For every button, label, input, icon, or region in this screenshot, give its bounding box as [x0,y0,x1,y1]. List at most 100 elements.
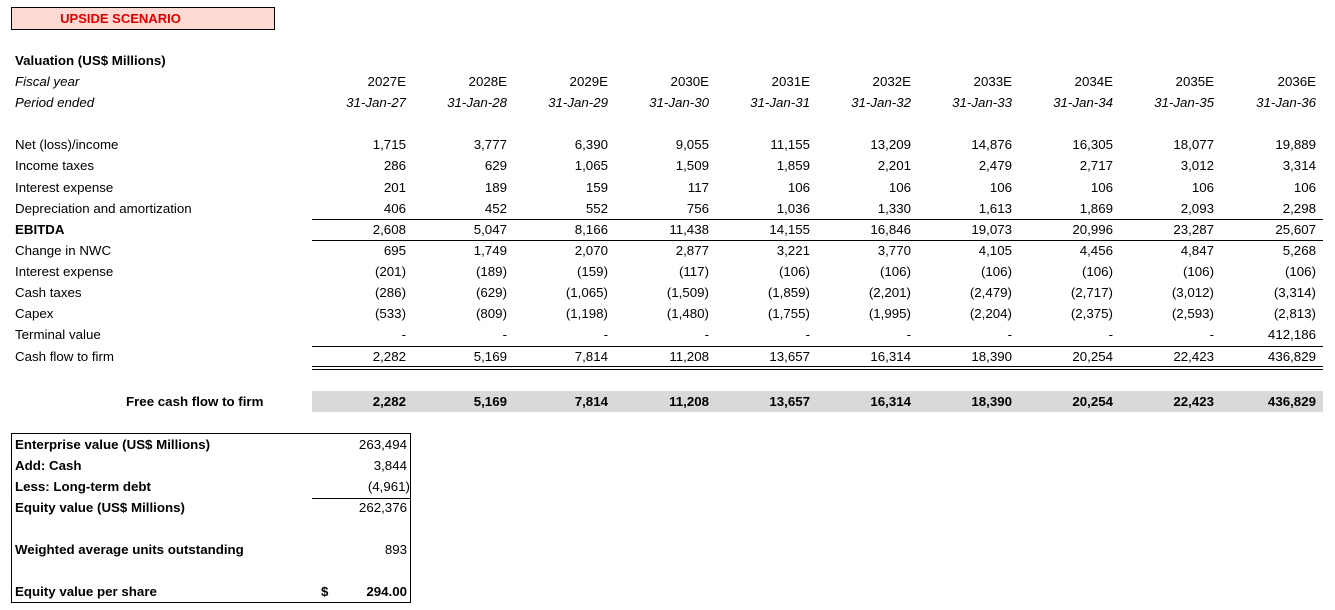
cash-taxes-row-cell: (3,314) [1273,285,1316,300]
change-nwc-row-cell: 3,770 [877,243,911,258]
ev-label: Enterprise value (US$ Millions) [15,437,211,452]
net-income-row-cell: 9,055 [675,137,709,152]
debt-label: Less: Long-term debt [15,479,151,494]
per-share-label: Equity value per share [15,584,157,599]
income-taxes-row-cell: 3,314 [1282,158,1316,173]
capex-row-cell: (2,593) [1171,306,1214,321]
change-nwc-row-cell: 2,877 [675,243,709,258]
net-income-row-cell: 19,889 [1275,137,1316,152]
capex-row-cell: (1,198) [565,306,608,321]
terminal-value-row-label: Terminal value [15,327,101,342]
debt-row: Less: Long-term debt (4,961) [12,479,412,499]
net-income-row-cell: 13,209 [870,137,911,152]
period-ended-row-cell: 31-Jan-28 [447,95,507,110]
fcf-highlight-band [312,391,1323,412]
period-ended-row-label: Period ended [15,95,95,110]
da-row-cell: 1,330 [877,201,911,216]
cash-flow-row-label: Cash flow to firm [15,349,115,364]
income-taxes-row-cell: 2,201 [877,158,911,173]
interest-expense-deduction-row: Interest expense (201) (189) (159) (117) (106… [0,262,1335,283]
ev-value: 263,494 [358,437,407,452]
fcf-cell: 18,390 [971,394,1012,409]
terminal-value-row-cell: - [1108,327,1113,342]
fcf-cell: 7,814 [574,394,608,409]
cash-taxes-row: Cash taxes (286) (629) (1,065) (1,509) (1,859… [0,283,1335,304]
period-ended-row-cell: 31-Jan-34 [1053,95,1113,110]
da-row: Depreciation and amortization 406 452 552 75… [0,199,1335,220]
cash-flow-row-cell: 20,254 [1072,349,1113,364]
equity-label: Equity value (US$ Millions) [15,500,185,515]
fiscal-year-row-cell: 2027E [367,74,406,89]
change-nwc-row-cell: 4,847 [1180,243,1214,258]
income-taxes-row-cell: 629 [484,158,507,173]
ebitda-row-cell: 5,047 [473,222,507,237]
fiscal-year-row-cell: 2030E [670,74,709,89]
change-nwc-row-cell: 3,221 [776,243,810,258]
terminal-value-row-cell: - [805,327,810,342]
capex-row-cell: (1,480) [666,306,709,321]
ebitda-bottom-rule [312,240,1323,241]
cash-flow-row-cell: 11,208 [669,349,709,364]
interest-expense-deduction-row-cell: (189) [475,264,507,279]
scenario-banner: UPSIDE SCENARIO [11,7,275,30]
interest-expense-row-cell: 106 [1090,180,1113,195]
cash-flow-row-cell: 16,314 [870,349,911,364]
ebitda-row-cell: 19,073 [971,222,1012,237]
ev-row: Enterprise value (US$ Millions) 263,494 [12,437,412,457]
change-nwc-row-cell: 695 [383,243,406,258]
period-ended-row-cell: 31-Jan-31 [750,95,810,110]
interest-expense-deduction-row-cell: (106) [1284,264,1316,279]
fiscal-year-row-cell: 2033E [973,74,1012,89]
cash-row: Add: Cash 3,844 [12,458,412,478]
interest-expense-row-label: Interest expense [15,180,114,195]
cash-taxes-row-cell: (286) [374,285,406,300]
fiscal-year-row-cell: 2029E [569,74,608,89]
da-row-label: Depreciation and amortization [15,201,192,216]
da-row-cell: 1,036 [776,201,810,216]
capex-row-cell: (2,204) [969,306,1012,321]
fiscal-year-row: Fiscal year 2027E 2028E 2029E 2030E 2031E 2032… [0,72,1335,93]
interest-expense-deduction-row-cell: (117) [678,264,709,279]
interest-expense-deduction-row-cell: (106) [778,264,810,279]
da-row-cell: 406 [383,201,406,216]
fiscal-year-row-cell: 2034E [1074,74,1113,89]
ebitda-row-cell: 8,166 [574,222,608,237]
fcf-cell: 16,314 [870,394,911,409]
cash-taxes-row-label: Cash taxes [15,285,82,300]
interest-expense-row-cell: 159 [585,180,608,195]
equity-value: 262,376 [358,500,407,515]
income-taxes-row-cell: 1,065 [574,158,608,173]
cash-flow-row-cell: 18,390 [971,349,1012,364]
net-income-row-cell: 11,155 [770,137,810,152]
fiscal-year-row-cell: 2031E [771,74,810,89]
change-nwc-row-cell: 4,456 [1079,243,1113,258]
period-ended-row-cell: 31-Jan-27 [346,95,406,110]
terminal-value-row-cell: - [603,327,608,342]
capex-row-cell: (809) [475,306,507,321]
ebitda-row-cell: 14,155 [769,222,810,237]
debt-value: (4,961) [367,479,410,494]
cash-flow-row-cell: 5,169 [473,349,507,364]
terminal-value-row-cell: - [1007,327,1012,342]
fcf-cell: 20,254 [1072,394,1113,409]
capex-row-cell: (2,813) [1273,306,1316,321]
terminal-value-row-cell: - [401,327,406,342]
fiscal-year-row-cell: 2032E [872,74,911,89]
income-taxes-row-cell: 2,479 [978,158,1012,173]
cash-flow-row-cell: 436,829 [1267,349,1316,364]
fcf-cell: 11,208 [669,394,709,409]
cash-taxes-row-cell: (2,201) [868,285,911,300]
cash-taxes-row-cell: (2,717) [1070,285,1113,300]
income-taxes-row-label: Income taxes [15,158,95,173]
fcf-cell: 5,169 [473,394,507,409]
da-row-cell: 1,613 [978,201,1012,216]
interest-expense-row-cell: 106 [1293,180,1316,195]
ebitda-row-cell: 25,607 [1275,222,1316,237]
net-income-row-cell: 14,876 [971,137,1012,152]
cash-taxes-row-cell: (1,065) [565,285,608,300]
capex-row-label: Capex [15,306,54,321]
cash-flow-row-cell: 22,423 [1173,349,1214,364]
interest-expense-row-cell: 189 [484,180,507,195]
da-row-cell: 452 [484,201,507,216]
da-row-cell: 2,298 [1282,201,1316,216]
